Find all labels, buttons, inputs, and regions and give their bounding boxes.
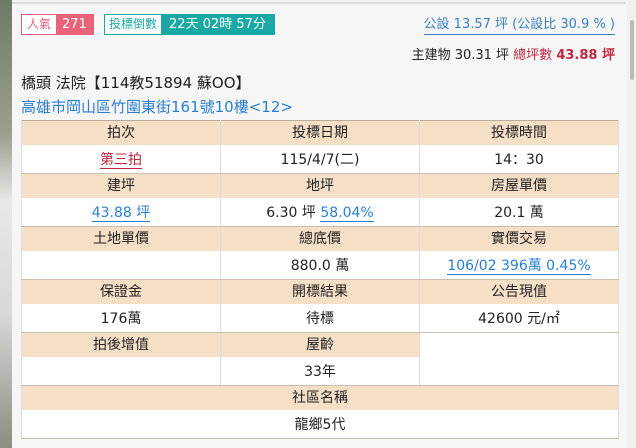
case-title: 橋頭 法院【114教51894 蘇OO】: [21, 74, 251, 92]
value-cell: 33年: [220, 356, 420, 386]
scrollbar-thumb[interactable]: [630, 20, 634, 80]
countdown-badge: 投標倒數 22天 02時 57分: [104, 14, 275, 35]
header-cell: 地坪: [220, 173, 420, 198]
auction-round-link[interactable]: 第三拍: [100, 151, 142, 169]
value-cell: [21, 356, 221, 386]
value-cell: 14：30: [419, 144, 619, 174]
building-area-link[interactable]: 43.88 坪: [91, 204, 151, 222]
background-image: [0, 0, 12, 448]
header-cell: 社區名稱: [21, 385, 619, 410]
header-cell: 拍次: [21, 120, 221, 145]
popularity-badge: 人氣 271: [21, 14, 94, 35]
header-cell: 實價交易: [419, 226, 619, 251]
scrollbar[interactable]: [628, 0, 636, 448]
header-cell: 開標結果: [220, 279, 420, 304]
header-cell: 屋齡: [220, 332, 420, 357]
auction-info-table: 拍次 投標日期 投標時間 第三拍 115/4/7(二) 14：30 建坪 地坪 房屋單價 4…: [21, 120, 619, 439]
header-cell: 投標時間: [419, 120, 619, 145]
actual-price-link[interactable]: 106/02 396萬 0.45%: [447, 257, 591, 275]
value-cell: 115/4/7(二): [220, 144, 420, 174]
header-cell: 土地單價: [21, 226, 221, 251]
land-ratio-link[interactable]: 58.04%: [320, 204, 374, 222]
area-summary: 主建物 30.31 坪 總坪數 43.88 坪: [411, 48, 615, 63]
address-link[interactable]: 高雄市岡山區竹圍東街161號10樓<12>: [21, 98, 293, 116]
value-cell: 880.0 萬: [220, 250, 420, 280]
header-cell: 投標日期: [220, 120, 420, 145]
value-cell: 20.1 萬: [419, 197, 619, 227]
header-cell: 總底價: [220, 226, 420, 251]
value-cell: 待標: [220, 303, 420, 333]
header-cell: 公告現值: [419, 279, 619, 304]
header-cell: 拍後增值: [21, 332, 221, 357]
header-cell: 建坪: [21, 173, 221, 198]
header-cell: 房屋單價: [419, 173, 619, 198]
value-cell: [21, 250, 221, 280]
value-cell: 龍鄉5代: [21, 409, 619, 439]
value-cell: 176萬: [21, 303, 221, 333]
land-area-cell: 6.30 坪 58.04%: [220, 197, 420, 227]
value-cell: 42600 元/㎡: [419, 303, 619, 333]
empty-cell: [419, 332, 619, 386]
header-cell: 保證金: [21, 279, 221, 304]
public-area-link[interactable]: 公設 13.57 坪 (公設比 30.9 % ): [423, 15, 615, 35]
